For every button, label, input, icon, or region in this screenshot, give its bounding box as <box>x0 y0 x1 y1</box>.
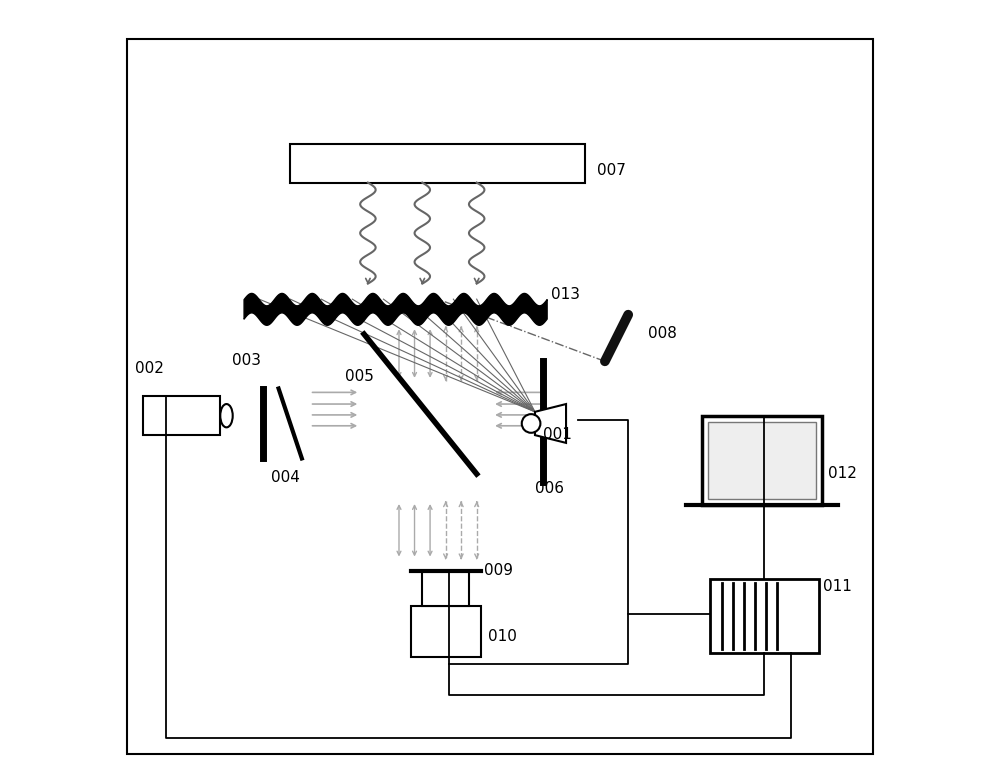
Bar <box>702 416 822 505</box>
Text: 009: 009 <box>484 563 513 578</box>
Text: 008: 008 <box>648 326 677 341</box>
Text: 013: 013 <box>551 287 580 302</box>
Bar <box>143 396 220 435</box>
Bar <box>422 571 469 606</box>
Bar <box>290 144 585 183</box>
Polygon shape <box>535 404 566 443</box>
Circle shape <box>522 414 540 433</box>
Bar <box>710 579 819 653</box>
Text: 010: 010 <box>488 629 517 644</box>
Text: 003: 003 <box>232 354 261 368</box>
Ellipse shape <box>220 404 233 427</box>
Text: 012: 012 <box>828 466 857 481</box>
Bar <box>411 606 481 657</box>
Text: 007: 007 <box>597 163 626 178</box>
Text: 006: 006 <box>535 482 564 497</box>
Text: 005: 005 <box>345 369 373 384</box>
Text: 001: 001 <box>543 427 572 442</box>
Text: 004: 004 <box>271 470 300 485</box>
Bar <box>708 422 816 499</box>
Text: 002: 002 <box>135 361 164 376</box>
Text: 011: 011 <box>823 579 852 594</box>
